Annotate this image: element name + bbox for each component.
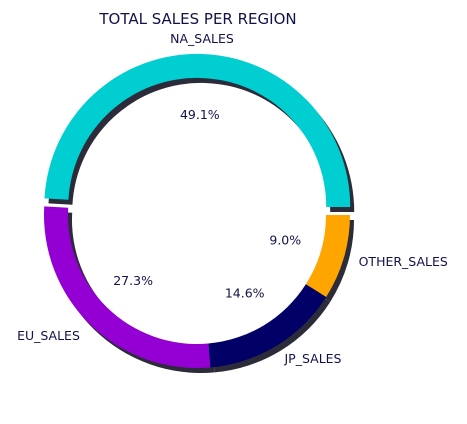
chart-title: TOTAL SALES PER REGION [98,10,296,28]
slice-other-sales [305,215,350,297]
category-label-na-sales: NA_SALES [170,31,234,46]
slice-eu-sales [43,206,211,369]
percent-label-na-sales: 49.1% [180,107,220,122]
slice-layer [43,53,351,369]
text-layer: TOTAL SALES PER REGION NA_SALES 49.1% EU_S… [17,10,448,366]
category-label-jp-sales: JP_SALES [284,351,342,366]
category-label-other-sales: OTHER_SALES [359,254,448,269]
percent-label-eu-sales: 27.3% [113,273,153,288]
slice-na-sales [44,53,351,208]
percent-label-other-sales: 9.0% [269,233,301,248]
category-label-eu-sales: EU_SALES [17,328,80,343]
slice-jp-sales [208,284,327,368]
percent-label-jp-sales: 14.6% [225,285,265,300]
